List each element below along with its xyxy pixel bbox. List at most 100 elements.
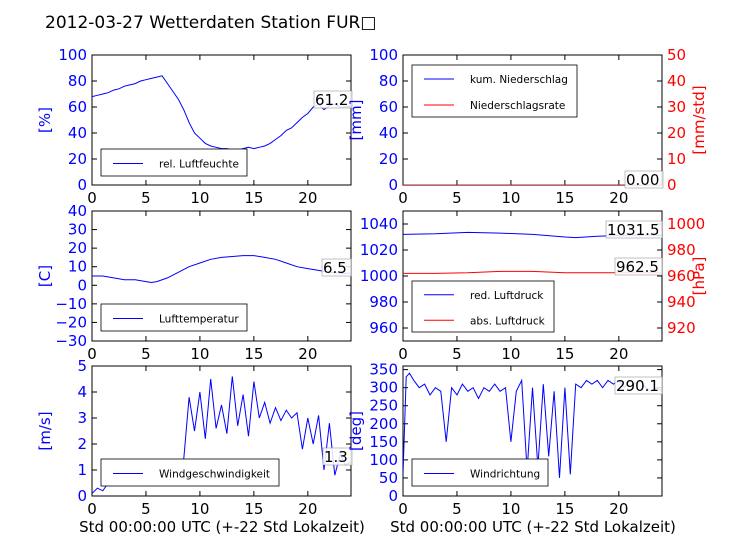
x-axis-label-left: Std 00:00:00 UTC (+-22 Std Lokalzeit) [79, 518, 365, 536]
y-tick-label: 0 [77, 176, 87, 194]
x-tick-label: 0 [398, 345, 408, 363]
panel-humidity: 0 5 10 15 20 0 20 40 60 80 100 [%] rel. Luftfeuchte 6… [36, 46, 353, 207]
y-right-axis-label: [mm/std] [690, 85, 708, 154]
x-tick-label: 15 [555, 500, 574, 518]
x-tick-label: 20 [298, 345, 317, 363]
y-right-axis-label: [hPa] [690, 257, 708, 296]
x-tick-label: 5 [141, 189, 151, 207]
y-tick-label: 0 [77, 487, 87, 505]
x-tick-label: 20 [298, 189, 317, 207]
y-right-tick-label: 10 [667, 150, 686, 168]
x-tick-label: 5 [141, 345, 151, 363]
x-tick-label: 10 [501, 189, 520, 207]
legend-entry: Windgeschwindigkeit [159, 469, 270, 481]
panel-temperature: 0 5 10 15 20−30−20−10010203040[C]Lufttempera… [36, 202, 352, 363]
y-tick-label: −20 [55, 313, 87, 331]
x-tick-label: 0 [87, 189, 97, 207]
y-axis-label: [%] [36, 107, 54, 133]
x-tick-label: 20 [609, 189, 628, 207]
y-right-tick-label: 30 [667, 98, 686, 116]
legend-box [100, 458, 280, 487]
y-right-tick-label: 960 [667, 267, 696, 285]
x-tick-label: 5 [452, 345, 462, 363]
x-tick-label: 15 [555, 345, 574, 363]
y-tick-label: −30 [55, 332, 87, 350]
y-right-tick-label: 980 [667, 241, 696, 259]
x-tick-label: 0 [87, 500, 97, 518]
x-tick-label: 10 [190, 189, 209, 207]
x-tick-label: 0 [87, 345, 97, 363]
legend-entry: kum. Niederschlag [470, 74, 568, 86]
y-tick-label: 4 [77, 383, 87, 401]
x-tick-label: 0 [398, 189, 408, 207]
x-tick-label: 10 [501, 500, 520, 518]
y-axis-label: [mm] [347, 100, 365, 141]
legend-box [411, 280, 555, 333]
y-tick-label: 960 [369, 319, 398, 337]
x-tick-label: 20 [298, 500, 317, 518]
y-right-tick-label: 20 [667, 124, 686, 142]
value-annotation: 61.2 [315, 91, 348, 109]
y-tick-label: 100 [369, 46, 398, 64]
legend-entry: abs. Luftdruck [470, 315, 546, 327]
y-tick-label: 80 [379, 72, 398, 90]
x-tick-label: 10 [501, 345, 520, 363]
y-axis-label: [C] [36, 265, 54, 287]
y-tick-label: 60 [379, 98, 398, 116]
x-tick-label: 15 [244, 500, 263, 518]
value-annotation-box [614, 257, 663, 276]
x-tick-label: 5 [141, 500, 151, 518]
y-tick-label: 0 [388, 487, 398, 505]
value-annotation-box [313, 90, 353, 109]
y-tick-label: 50 [379, 469, 398, 487]
value-annotation: 0.00 [626, 171, 659, 189]
panel-precipitation: 0 5 10 15 20 0 20 40 60 80 100 0 10 20 30 40 50 [mm] [mm/s… [347, 46, 708, 207]
y-tick-label: 1020 [360, 241, 398, 259]
legend-entry: Niederschlagsrate [470, 100, 565, 112]
x-tick-label: 15 [244, 345, 263, 363]
y-tick-label: 980 [369, 293, 398, 311]
y-right-tick-label: 40 [667, 72, 686, 90]
y-tick-label: 30 [68, 221, 87, 239]
y-right-tick-label: 0 [667, 176, 677, 194]
x-tick-label: 5 [452, 189, 462, 207]
y-tick-label: 1 [77, 461, 87, 479]
y-tick-label: 80 [68, 72, 87, 90]
legend-box [411, 458, 549, 487]
y-tick-label: 20 [68, 150, 87, 168]
y-tick-label: 40 [379, 124, 398, 142]
y-tick-label: 0 [77, 276, 87, 294]
x-tick-label: 5 [452, 500, 462, 518]
value-annotation-box [614, 376, 663, 395]
y-tick-label: 200 [369, 415, 398, 433]
y-tick-label: 40 [68, 124, 87, 142]
legend-entry: Windrichtung [470, 469, 540, 481]
y-tick-label: −10 [55, 295, 87, 313]
y-tick-label: 250 [369, 397, 398, 415]
y-tick-label: 1040 [360, 215, 398, 233]
y-axis-label: [m/s] [36, 411, 54, 450]
y-tick-label: 300 [369, 379, 398, 397]
value-annotation-box [322, 447, 353, 466]
y-tick-label: 10 [68, 258, 87, 276]
y-right-tick-label: 940 [667, 293, 696, 311]
panel-windspeed: 0 5 10 15 20 0 1 2 3 4 5 [m/s] Windgeschwindigkeit 1.… [36, 357, 353, 518]
x-tick-label: 0 [398, 500, 408, 518]
x-tick-label: 20 [609, 345, 628, 363]
value-annotation-box [321, 258, 352, 277]
legend-box [100, 148, 248, 177]
value-annotation-box [605, 220, 663, 239]
x-tick-label: 15 [244, 189, 263, 207]
y-tick-label: 40 [68, 202, 87, 220]
value-annotation: 6.5 [323, 259, 347, 277]
y-tick-label: 20 [379, 150, 398, 168]
y-tick-label: 60 [68, 98, 87, 116]
value-annotation: 962.5 [616, 258, 659, 276]
y-tick-label: 1000 [360, 267, 398, 285]
y-tick-label: 100 [58, 46, 87, 64]
y-tick-label: 20 [68, 239, 87, 257]
legend-box [411, 64, 578, 118]
series-line-lufttemperatur [92, 255, 351, 284]
